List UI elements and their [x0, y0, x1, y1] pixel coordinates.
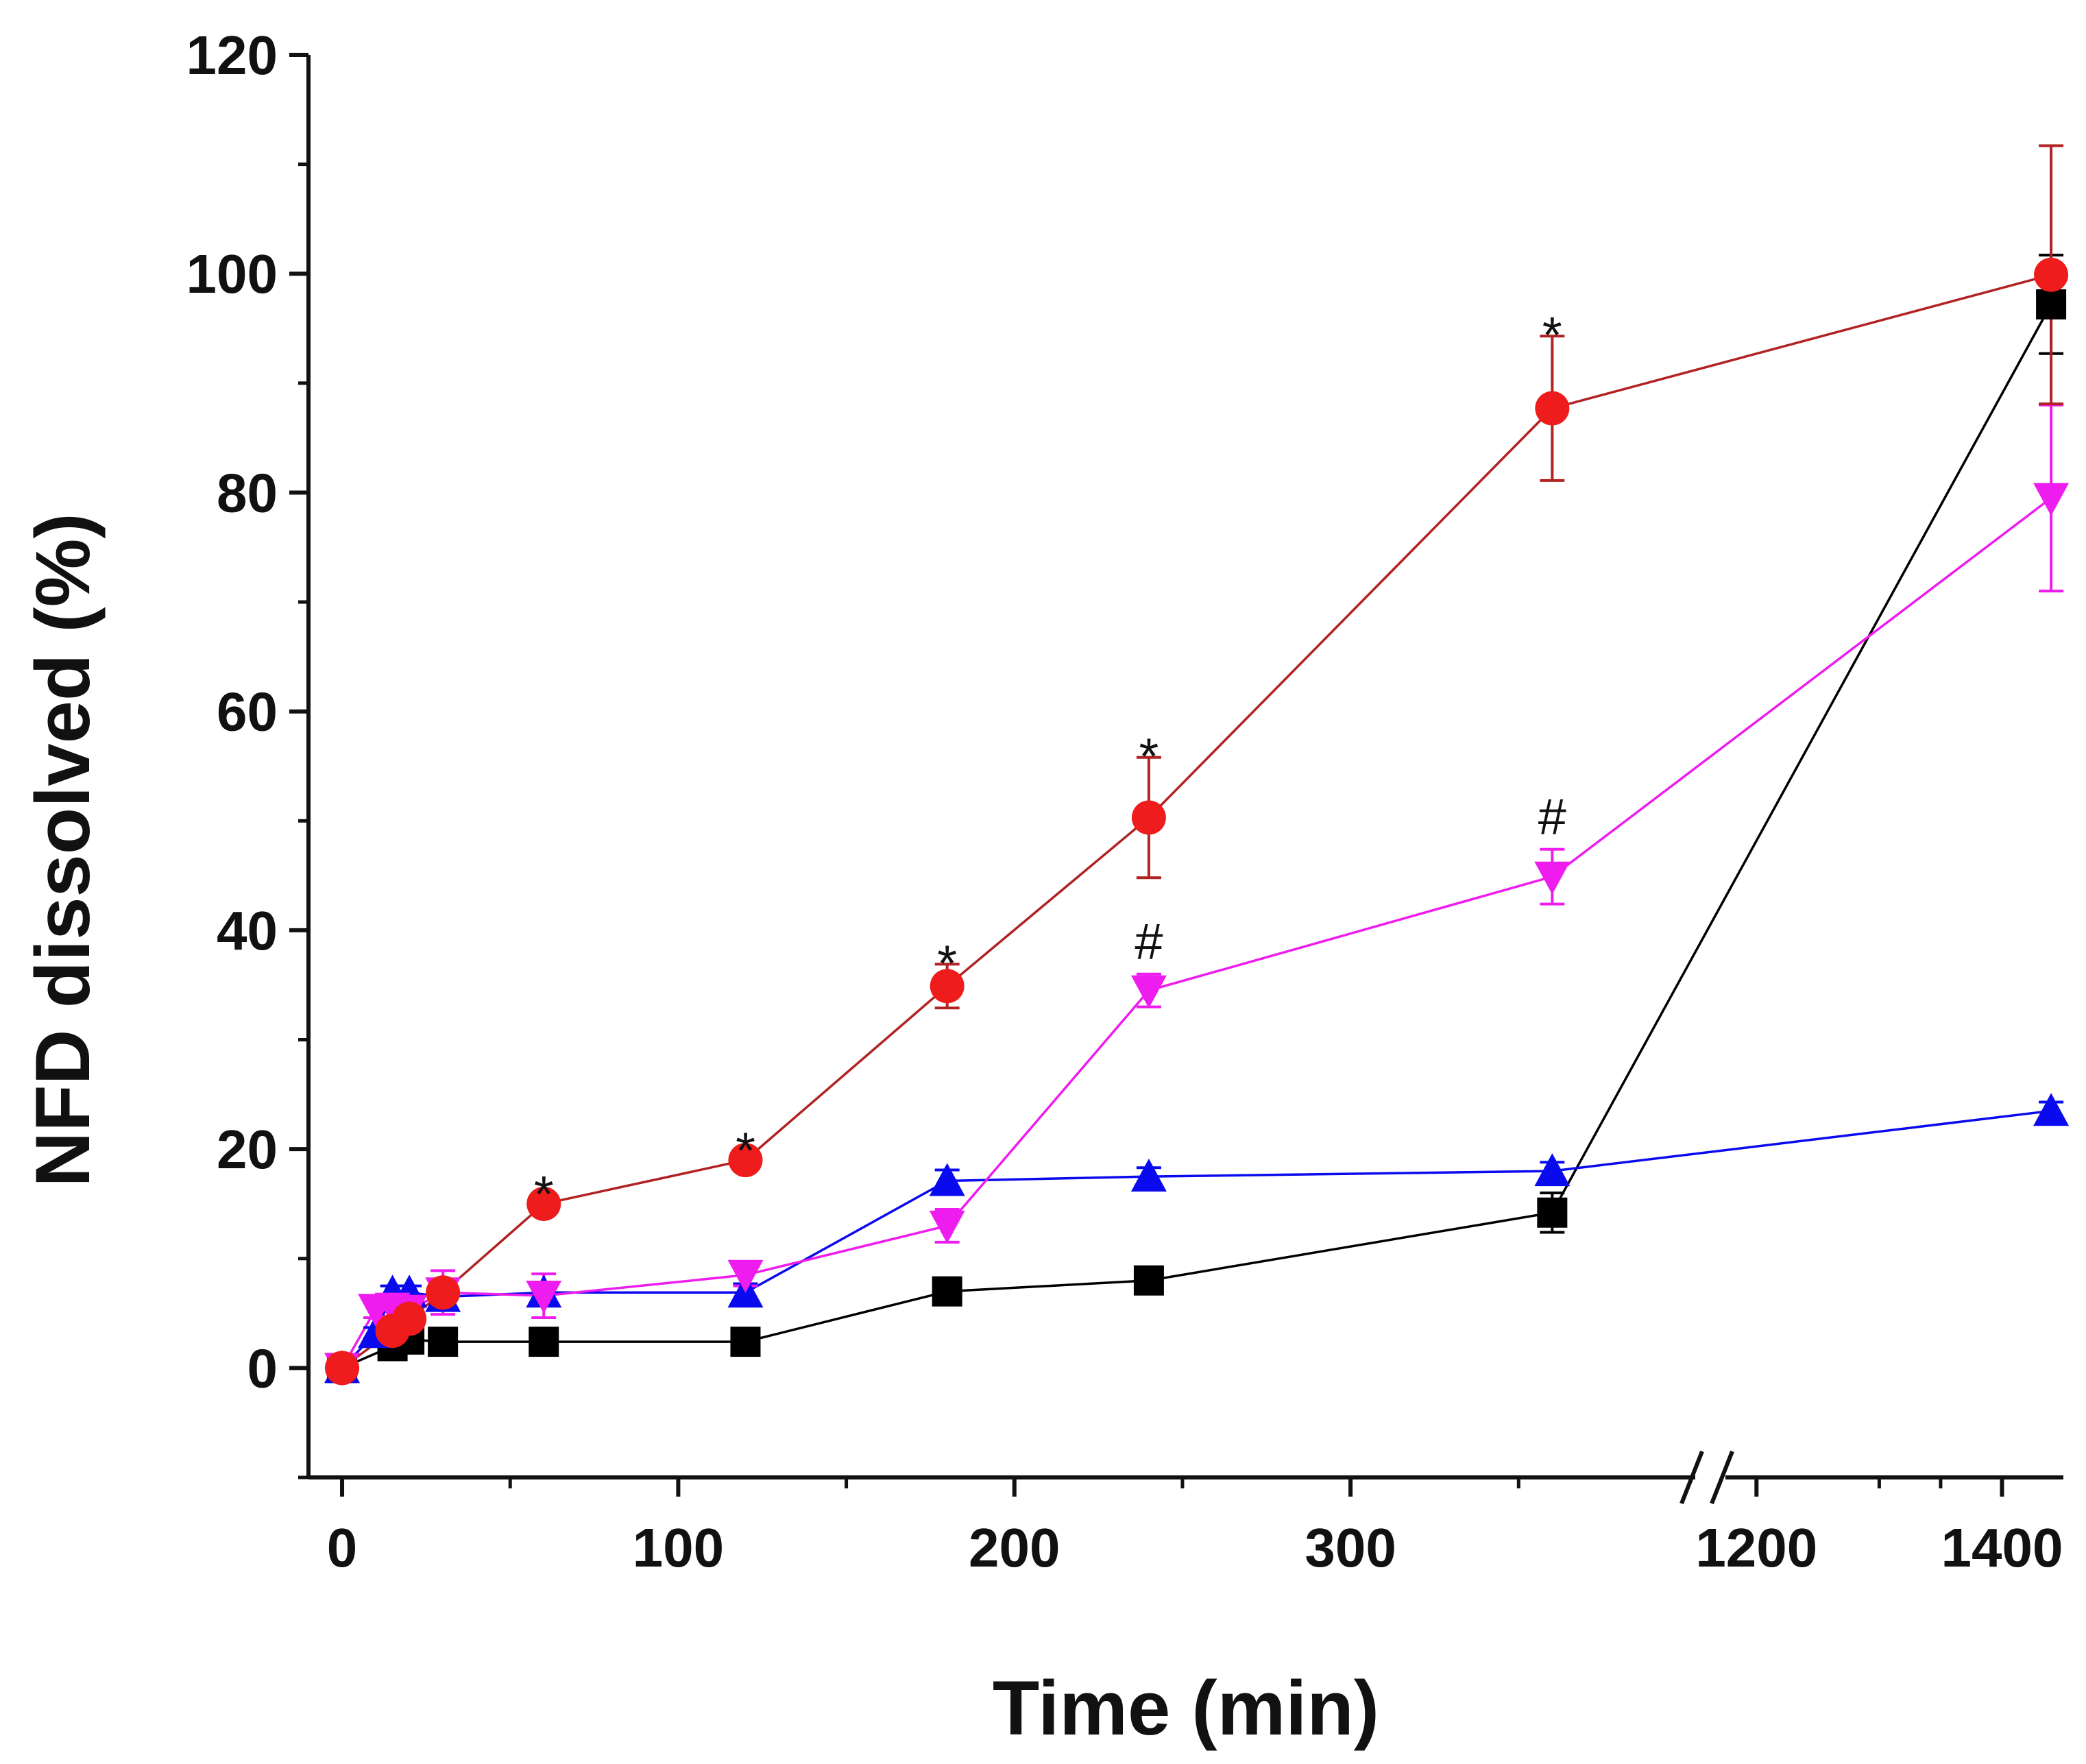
y-tick-label: 100 [186, 243, 278, 304]
x-axis-title: Time (min) [993, 1665, 1379, 1751]
marker-black-squares [529, 1327, 559, 1357]
marker-magenta-triangles [2033, 483, 2070, 516]
marker-red-circles [2034, 257, 2069, 292]
series-line-black-squares [341, 304, 2052, 1370]
significance-annotations: * * * * * # # [534, 306, 1566, 1222]
axis-break-mark [1710, 1450, 1734, 1505]
y-tick-label: 60 [217, 681, 278, 742]
asterisk-annotation: * [1139, 728, 1159, 785]
marker-black-squares [932, 1276, 962, 1307]
marker-blue-triangles [1534, 1153, 1570, 1187]
marker-black-squares [1133, 1265, 1164, 1296]
marker-red-circles [426, 1275, 461, 1310]
marker-blue-triangles [929, 1163, 965, 1196]
marker-blue-triangles [1130, 1159, 1167, 1192]
marker-magenta-triangles [929, 1210, 965, 1244]
marker-magenta-triangles [1534, 861, 1570, 895]
marker-magenta-triangles [1130, 975, 1167, 1008]
series-lines [341, 274, 2052, 1370]
axis-break-mark [1679, 1450, 1704, 1505]
marker-red-circles [325, 1351, 360, 1386]
marker-magenta-triangles [526, 1281, 562, 1314]
x-tick-label: 100 [633, 1517, 724, 1578]
marker-red-circles [1131, 800, 1166, 835]
y-axis-title: NFD dissolved (%) [20, 513, 106, 1187]
marker-magenta-triangles [727, 1259, 764, 1293]
x-tick-label: 1200 [1695, 1517, 1817, 1578]
asterisk-annotation: * [534, 1165, 554, 1222]
marker-blue-triangles [2033, 1093, 2070, 1126]
y-tick-label: 40 [217, 900, 278, 961]
asterisk-annotation: * [736, 1122, 755, 1179]
series-line-blue-triangles [341, 1109, 2052, 1369]
marker-black-squares [1537, 1197, 1568, 1228]
marker-red-circles [1535, 391, 1570, 426]
hash-annotation: # [1135, 913, 1163, 970]
asterisk-annotation: * [1542, 306, 1562, 363]
data-markers [324, 257, 2070, 1386]
y-tick-label: 0 [247, 1338, 278, 1399]
marker-black-squares [730, 1327, 761, 1357]
x-tick-label: 300 [1305, 1517, 1396, 1578]
y-tick-label: 80 [217, 462, 278, 523]
y-tick-label: 20 [217, 1119, 278, 1180]
marker-black-squares [428, 1327, 459, 1357]
y-tick-label: 120 [186, 25, 278, 86]
asterisk-annotation: * [937, 934, 957, 991]
hash-annotation: # [1538, 788, 1566, 845]
marker-red-circles [930, 969, 965, 1004]
x-tick-label: 0 [327, 1517, 358, 1578]
marker-black-squares [2036, 289, 2067, 319]
error-bars [330, 144, 2064, 1374]
series-line-magenta-triangles [341, 497, 2052, 1369]
marker-red-circles [526, 1186, 561, 1221]
series-line-red-circles [341, 274, 2052, 1369]
x-tick-label: 200 [969, 1517, 1060, 1578]
marker-red-circles [392, 1301, 427, 1336]
marker-red-circles [728, 1143, 763, 1178]
x-tick-label: 1400 [1941, 1517, 2063, 1578]
